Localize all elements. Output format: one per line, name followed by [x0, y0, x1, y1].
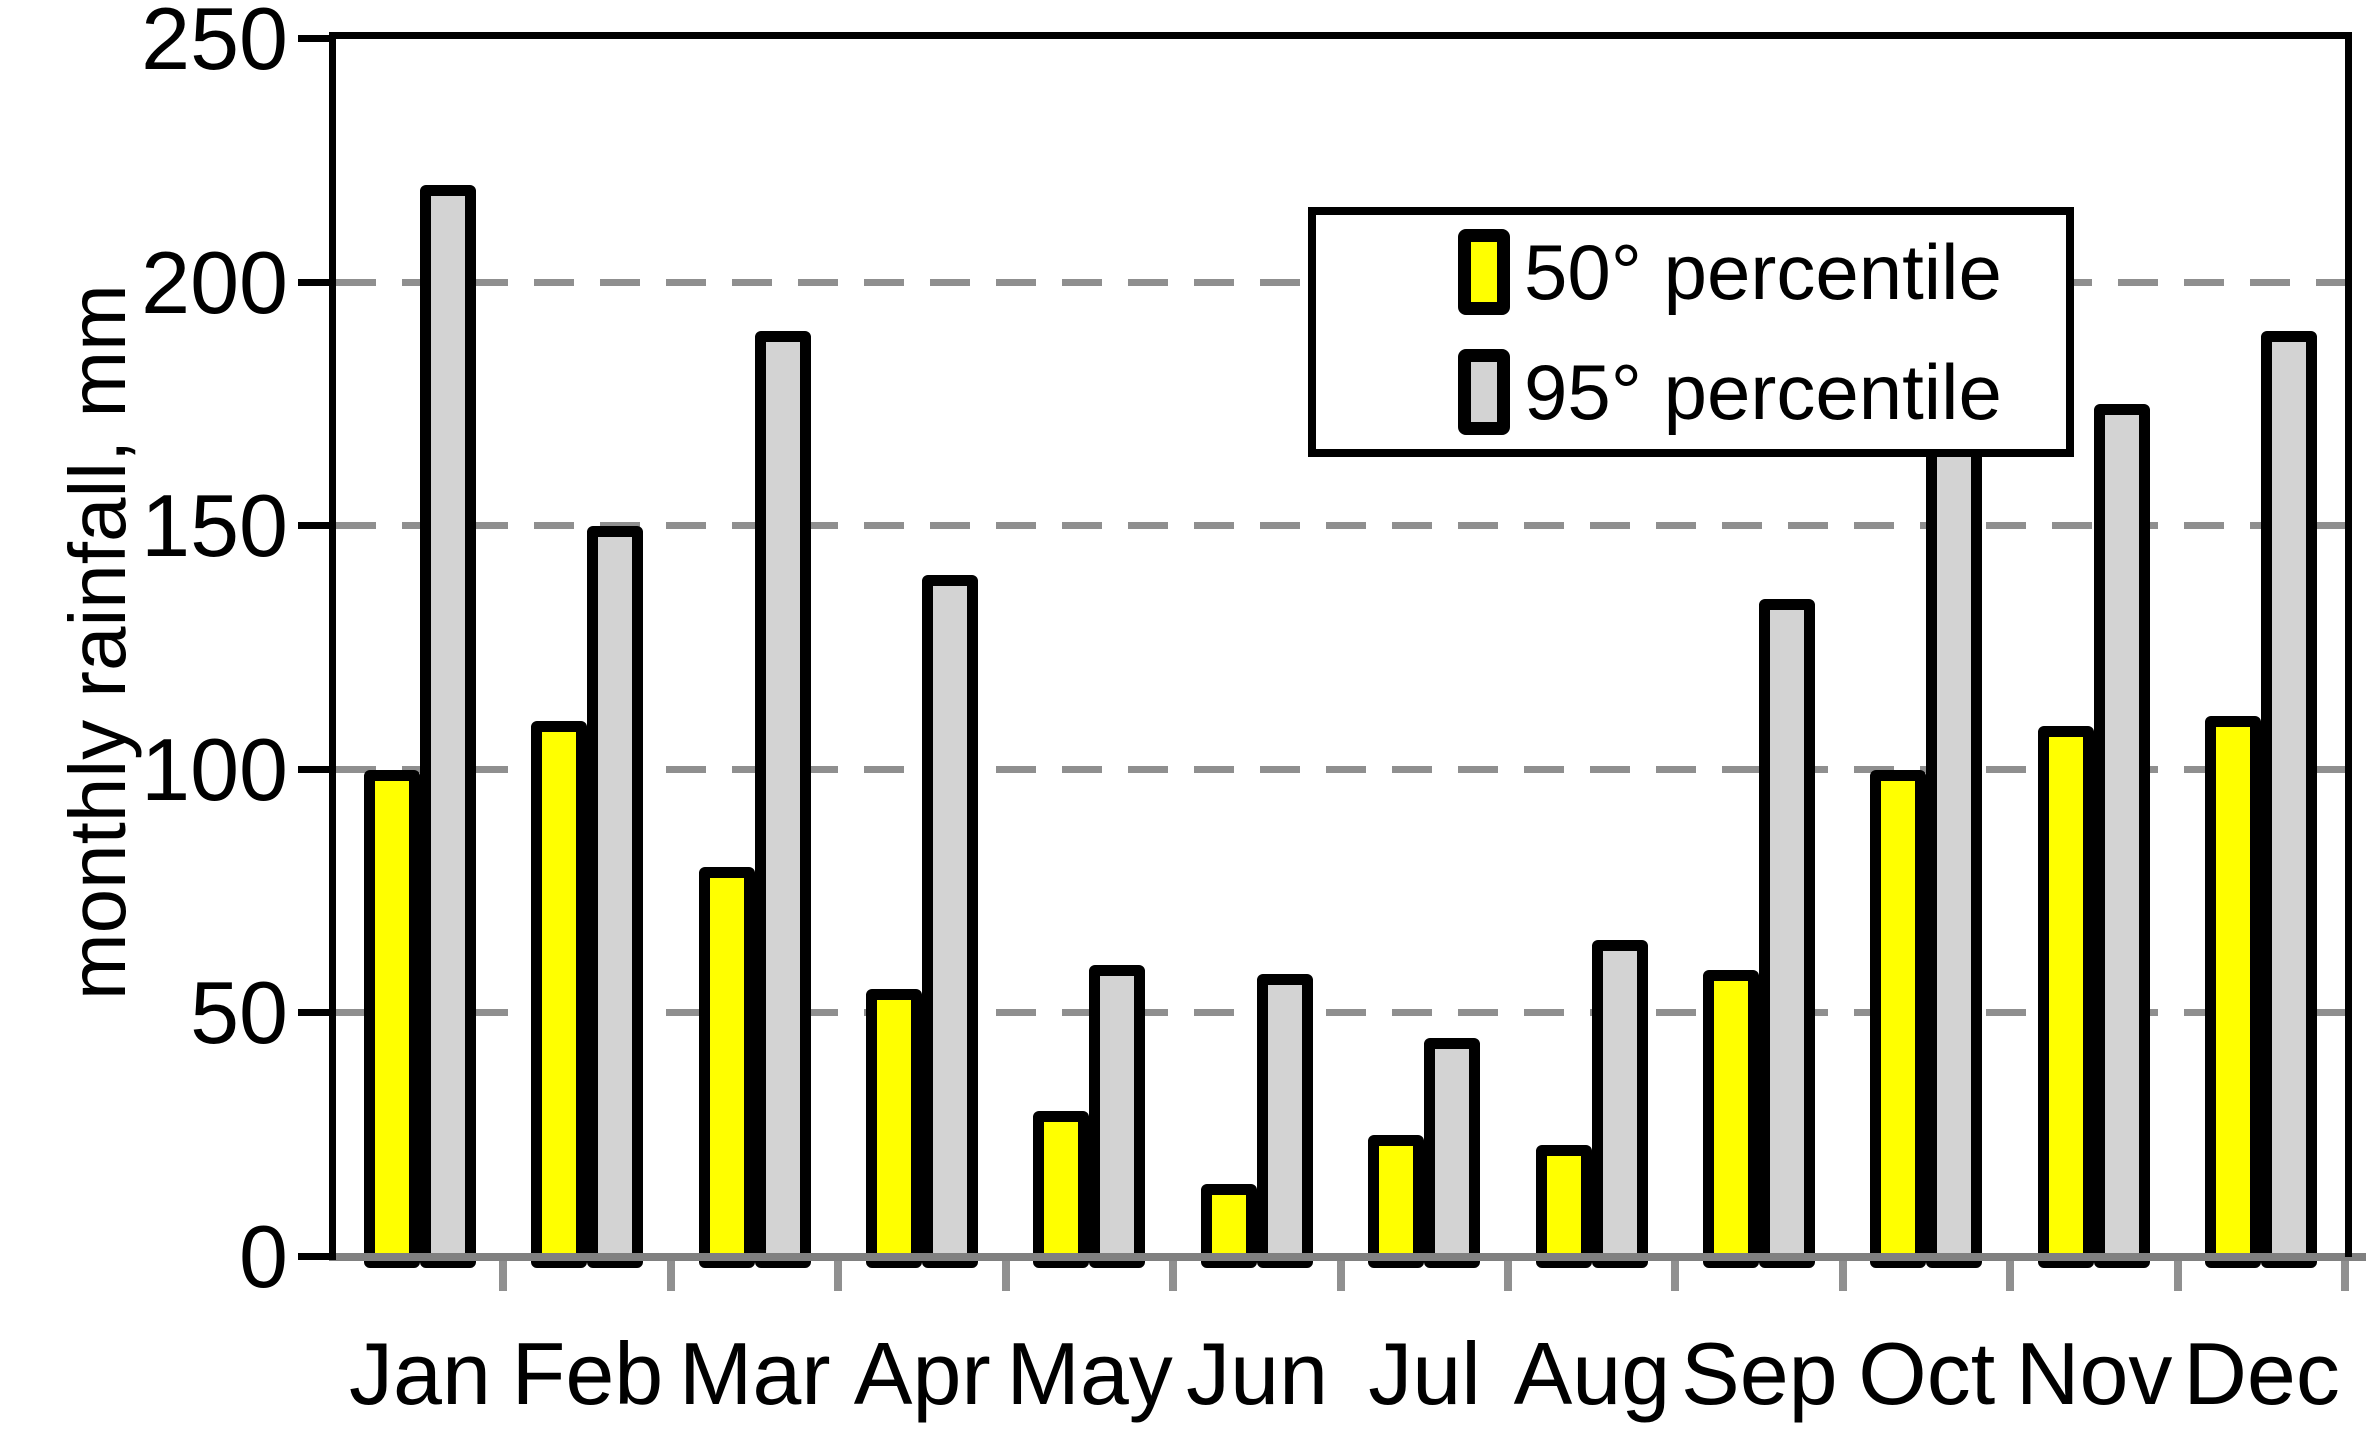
month-label-may: May [1006, 1324, 1173, 1423]
bar-dec-p95 [2261, 331, 2318, 1268]
y-tick-label-0: 0 [239, 1207, 288, 1306]
x-axis-tick-6 [1336, 1257, 1345, 1291]
legend-swatch-95-percentile-icon [1458, 349, 1510, 435]
x-axis-tick-7 [1503, 1257, 1512, 1291]
y-tick-label-250: 250 [141, 0, 288, 88]
y-axis-tick-50 [298, 1009, 336, 1017]
month-slot-may [1006, 39, 1173, 1268]
y-axis-tick-250 [298, 35, 336, 42]
month-label-sep: Sep [1681, 1324, 1838, 1423]
x-axis-baseline [329, 1253, 2366, 1261]
legend-label-95-percentile: 95° percentile [1524, 348, 2002, 436]
month-label-apr: Apr [853, 1324, 991, 1423]
month-slot-jan [336, 39, 503, 1268]
y-axis-title: monthly rainfall, mm [53, 284, 142, 1000]
bar-mar-p95 [754, 331, 811, 1268]
bar-jul-p95 [1424, 1037, 1481, 1268]
bar-may-p95 [1089, 964, 1146, 1268]
month-slot-dec [2178, 39, 2345, 1268]
y-tick-label-50: 50 [190, 963, 288, 1063]
legend-item-50-percentile: 50° percentile [1458, 229, 2066, 315]
legend-label-50-percentile: 50° percentile [1524, 228, 2002, 316]
y-tick-label-100: 100 [141, 719, 288, 819]
month-slot-apr [838, 39, 1005, 1268]
x-axis-tick-3 [834, 1257, 843, 1291]
bar-dec-p50 [2205, 716, 2262, 1268]
bar-feb-p50 [531, 721, 588, 1268]
month-label-jun: Jun [1186, 1324, 1329, 1423]
legend-item-95-percentile: 95° percentile [1458, 349, 2066, 435]
gridline-50 [336, 1009, 2345, 1017]
bar-nov-p95 [2093, 404, 2150, 1268]
y-axis-tick-200 [298, 278, 336, 286]
month-label-feb: Feb [511, 1324, 664, 1423]
month-slot-nov [2010, 39, 2177, 1268]
x-axis-tick-10 [2006, 1257, 2015, 1291]
month-label-oct: Oct [1858, 1324, 1996, 1423]
x-axis-tick-9 [1838, 1257, 1847, 1291]
bar-oct-p50 [1870, 769, 1927, 1268]
y-tick-label-150: 150 [141, 476, 288, 576]
x-axis-tick-11 [2173, 1257, 2182, 1291]
x-axis-tick-12 [2341, 1257, 2349, 1291]
month-slot-feb [503, 39, 670, 1268]
bar-jan-p50 [363, 769, 420, 1268]
month-slot-aug [1508, 39, 1675, 1268]
bar-aug-p50 [1535, 1144, 1592, 1268]
bar-feb-p95 [587, 526, 644, 1268]
y-axis-tick-150 [298, 522, 336, 530]
x-axis-tick-1 [499, 1257, 508, 1291]
bar-sep-p50 [1703, 969, 1760, 1268]
month-label-jan: Jan [349, 1324, 491, 1423]
x-axis-tick-4 [1001, 1257, 1010, 1291]
bar-jan-p95 [419, 185, 476, 1268]
gridline-100 [336, 765, 2345, 773]
x-axis-tick-2 [666, 1257, 675, 1291]
gridline-150 [336, 522, 2345, 530]
month-slot-mar [671, 39, 838, 1268]
bar-nov-p50 [2037, 725, 2094, 1268]
plot-area: 50° percentile 95° percentile [298, 32, 2366, 1291]
month-label-jul: Jul [1368, 1324, 1481, 1423]
bar-aug-p95 [1591, 940, 1648, 1268]
bar-may-p50 [1033, 1110, 1090, 1268]
y-tick-label-200: 200 [141, 232, 288, 332]
bar-apr-p95 [921, 574, 978, 1268]
x-axis-tick-5 [1169, 1257, 1178, 1291]
bar-jun-p95 [1256, 974, 1313, 1268]
month-label-nov: Nov [2015, 1324, 2173, 1423]
month-label-aug: Aug [1513, 1324, 1671, 1423]
month-slot-sep [1675, 39, 1842, 1268]
bar-sep-p95 [1759, 599, 1816, 1268]
bar-oct-p95 [1926, 380, 1983, 1268]
y-axis-tick-100 [298, 765, 336, 773]
legend: 50° percentile 95° percentile [1308, 207, 2074, 457]
y-axis-tick-0 [298, 1253, 336, 1260]
x-axis-tick-8 [1671, 1257, 1680, 1291]
month-slot-jul [1341, 39, 1508, 1268]
month-label-dec: Dec [2183, 1324, 2340, 1423]
month-label-mar: Mar [679, 1324, 831, 1423]
bar-jul-p50 [1368, 1135, 1425, 1268]
bar-apr-p50 [865, 989, 922, 1268]
legend-swatch-50-percentile-icon [1458, 229, 1510, 315]
month-slot-jun [1173, 39, 1340, 1268]
bar-mar-p50 [698, 867, 755, 1268]
month-slot-oct [1843, 39, 2010, 1268]
